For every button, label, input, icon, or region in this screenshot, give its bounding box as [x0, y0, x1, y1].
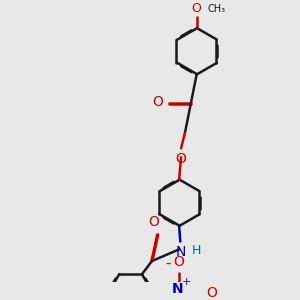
Text: O: O [153, 95, 164, 109]
Text: O: O [174, 255, 184, 269]
Text: H: H [192, 244, 201, 256]
Text: O: O [148, 215, 159, 229]
Text: O: O [192, 2, 202, 15]
Text: -: - [166, 255, 171, 270]
Text: N: N [171, 282, 183, 296]
Text: N: N [176, 245, 186, 260]
Text: O: O [206, 286, 217, 300]
Text: O: O [176, 152, 187, 166]
Text: CH₃: CH₃ [208, 4, 226, 14]
Text: +: + [182, 278, 191, 287]
